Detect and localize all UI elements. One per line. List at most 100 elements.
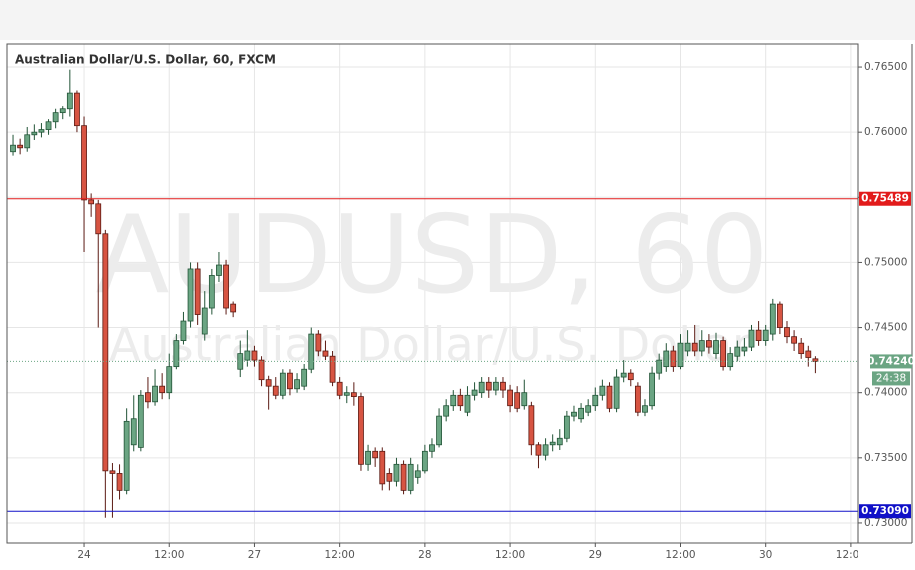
x-tick-label: 24: [77, 549, 91, 561]
candle-body: [216, 264, 222, 276]
countdown-box: [872, 371, 910, 386]
candle-body: [386, 473, 393, 482]
y-tick-label: 0.76000: [864, 126, 907, 138]
candle-body: [152, 385, 158, 403]
x-axis: 24 12:00 27 12:00 28 12:00 29 12:00 30 12:00: [77, 543, 866, 561]
candle-body: [116, 473, 123, 491]
x-tick-label: 30: [759, 549, 772, 561]
candle-body: [521, 392, 528, 407]
candle-body: [485, 381, 492, 391]
candle-body: [748, 329, 755, 348]
candle-body: [230, 303, 237, 313]
candle-body: [684, 342, 691, 352]
candle-body: [194, 268, 201, 315]
level-label: 0.75489: [861, 193, 909, 205]
candle-body: [237, 353, 244, 370]
candle-body: [10, 144, 16, 153]
x-tick-label: 12:00: [325, 549, 355, 561]
candle-body: [549, 441, 556, 446]
candle-body: [52, 112, 59, 123]
level-label-box: [859, 504, 911, 519]
candle-body: [769, 303, 776, 335]
y-tick-label: 0.75000: [864, 256, 907, 268]
candle-body: [563, 415, 570, 439]
candle-body: [784, 327, 790, 338]
candle-body: [507, 389, 513, 407]
candle-body: [45, 121, 52, 130]
candle-body: [393, 463, 400, 482]
watermark-name: Australian Dollar/U.S. Dollar: [109, 318, 751, 372]
candle-body: [322, 350, 329, 357]
candle-body: [776, 303, 783, 328]
toolbar-area: [0, 0, 915, 40]
x-tick-label: 12:00: [665, 549, 695, 561]
candle-body: [500, 381, 506, 391]
x-tick-label: 12:00: [836, 549, 866, 561]
y-tick-label: 0.74000: [864, 387, 907, 399]
candle-body: [713, 340, 719, 355]
candle-body: [620, 372, 627, 378]
candle-body: [336, 381, 343, 396]
candle-body: [130, 418, 137, 446]
candle-body: [66, 92, 73, 110]
candle-body: [137, 394, 144, 448]
candle-body: [102, 233, 109, 472]
candle-body: [727, 353, 734, 368]
candle-body: [301, 368, 308, 387]
y-tick-label: 0.74500: [864, 322, 907, 334]
candle-body: [457, 394, 464, 407]
candle-body: [180, 320, 187, 341]
candle-body: [663, 350, 670, 368]
candle-body: [187, 268, 194, 322]
candle-body: [123, 420, 130, 491]
candle-body: [173, 340, 180, 368]
candle-body: [429, 444, 435, 452]
candle-body: [798, 342, 805, 355]
candle-body: [656, 359, 663, 374]
candle-body: [145, 392, 151, 403]
candle-body: [450, 394, 457, 407]
candle-body: [649, 372, 655, 407]
candle-body: [372, 450, 379, 459]
last-price-box: [870, 354, 912, 369]
candle-body: [31, 131, 38, 136]
candle-body: [691, 342, 698, 352]
candle-body: [535, 444, 542, 456]
candle-body: [223, 264, 229, 309]
candle-body: [762, 329, 769, 341]
candle-body: [343, 392, 350, 396]
candle-body: [556, 437, 563, 446]
x-tick-label: 12:00: [495, 549, 525, 561]
candle-body: [492, 381, 499, 391]
countdown-label: 24:38: [876, 372, 906, 384]
candle-body: [88, 199, 95, 205]
last-price-label: 0.74240: [867, 355, 915, 367]
candle-body: [677, 342, 684, 368]
plot-marks: [7, 69, 858, 518]
y-tick-label: 0.76500: [864, 61, 907, 73]
candle-body: [287, 372, 293, 390]
candle-body: [421, 450, 428, 472]
candle-body: [265, 379, 272, 387]
candle-body: [670, 350, 677, 368]
candle-body: [791, 336, 797, 344]
candle-body: [741, 346, 748, 352]
candle-body: [74, 92, 80, 127]
candle-body: [471, 389, 478, 396]
candle-body: [379, 450, 386, 485]
x-tick-label: 27: [248, 549, 261, 561]
candle-body: [38, 129, 45, 133]
candle-body: [95, 203, 102, 235]
candle-body: [24, 134, 31, 149]
candle-body: [592, 394, 599, 407]
candle-body: [464, 394, 471, 413]
candle-body: [705, 340, 712, 348]
candle-body: [17, 144, 24, 149]
y-tick-label: 0.73000: [864, 517, 907, 529]
candle-body: [542, 444, 549, 456]
level-label-box: [859, 191, 911, 206]
y-tick-label: 0.73500: [864, 452, 907, 464]
candle-body: [755, 329, 762, 341]
